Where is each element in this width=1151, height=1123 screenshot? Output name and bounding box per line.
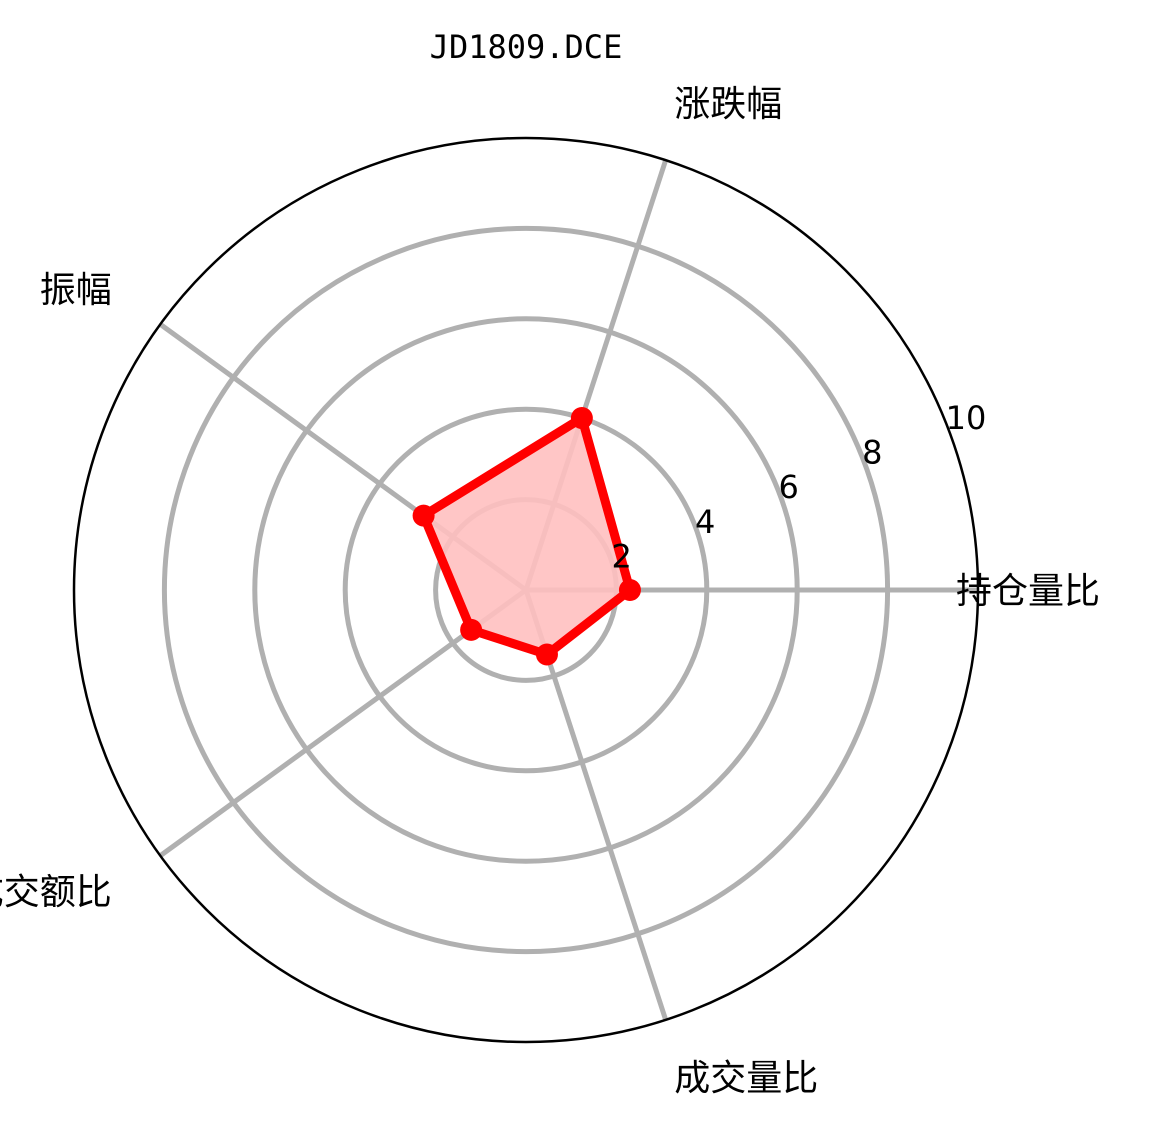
radial-tick-label: 2: [612, 537, 632, 575]
axis-label-4: 成交额比: [0, 872, 112, 913]
radial-tick-label: 4: [695, 503, 715, 541]
series-area: [423, 418, 630, 655]
axis-label-2: 涨跌幅: [674, 84, 782, 125]
series-line: [419, 413, 635, 659]
outer-frame-circle: [72, 136, 980, 1044]
series-point-5: [535, 643, 558, 666]
chart-title: JD1809.DCE: [430, 28, 623, 66]
axis-label-1: 持仓量比: [956, 571, 1100, 612]
axis-label-3: 振幅: [40, 270, 112, 311]
series-point-4: [460, 618, 483, 641]
axis-label-5: 成交量比: [674, 1058, 818, 1099]
series-point-1: [618, 579, 641, 601]
tick-layer: 2 4 6 8 10: [612, 399, 987, 575]
series-point-3: [412, 504, 435, 527]
series-point-2: [570, 407, 593, 430]
series-layer: [412, 407, 641, 666]
radial-tick-label: 10: [946, 399, 987, 437]
radial-tick-label: 8: [862, 434, 882, 472]
radial-tick-label: 6: [779, 468, 799, 506]
axis-label-layer: 持仓量比 涨跌幅振幅成交额比成交量比: [0, 84, 1100, 1099]
